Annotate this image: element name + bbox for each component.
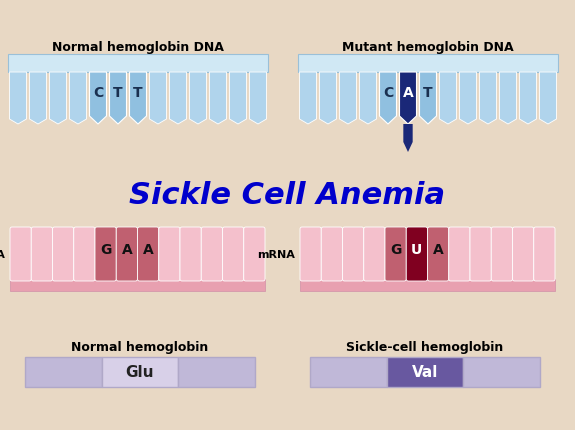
Polygon shape	[300, 73, 316, 125]
FancyBboxPatch shape	[534, 227, 555, 281]
Text: Sickle-cell hemoglobin: Sickle-cell hemoglobin	[346, 341, 504, 354]
Text: U: U	[411, 243, 423, 256]
Polygon shape	[209, 73, 227, 125]
Polygon shape	[439, 73, 457, 125]
Polygon shape	[500, 73, 516, 125]
Polygon shape	[320, 73, 336, 125]
Polygon shape	[403, 125, 413, 153]
FancyBboxPatch shape	[385, 227, 407, 281]
Text: mRNA: mRNA	[0, 249, 5, 259]
Polygon shape	[459, 73, 477, 125]
Text: A: A	[433, 243, 443, 256]
Polygon shape	[519, 73, 536, 125]
Polygon shape	[190, 73, 206, 125]
Polygon shape	[170, 73, 186, 125]
FancyBboxPatch shape	[52, 227, 74, 281]
FancyBboxPatch shape	[364, 227, 385, 281]
FancyBboxPatch shape	[116, 227, 137, 281]
Text: Glu: Glu	[126, 365, 154, 380]
Text: G: G	[100, 243, 112, 256]
Text: Normal hemoglobin: Normal hemoglobin	[71, 341, 209, 354]
FancyBboxPatch shape	[343, 227, 364, 281]
Text: A: A	[143, 243, 154, 256]
Text: T: T	[113, 86, 123, 99]
Polygon shape	[150, 73, 167, 125]
Polygon shape	[380, 73, 397, 125]
Text: Mutant hemoglobin DNA: Mutant hemoglobin DNA	[342, 40, 514, 53]
FancyBboxPatch shape	[159, 227, 180, 281]
Text: Sickle Cell Anemia: Sickle Cell Anemia	[129, 180, 445, 209]
Text: C: C	[383, 86, 393, 99]
FancyBboxPatch shape	[427, 227, 449, 281]
Bar	[178, 357, 255, 387]
Bar	[310, 357, 386, 387]
Polygon shape	[480, 73, 496, 125]
FancyBboxPatch shape	[95, 227, 116, 281]
FancyBboxPatch shape	[244, 227, 265, 281]
FancyBboxPatch shape	[223, 227, 244, 281]
FancyBboxPatch shape	[491, 227, 512, 281]
Polygon shape	[229, 73, 247, 125]
Text: mRNA: mRNA	[257, 249, 295, 259]
FancyBboxPatch shape	[321, 227, 343, 281]
Bar	[102, 357, 178, 387]
Text: G: G	[390, 243, 401, 256]
FancyBboxPatch shape	[470, 227, 491, 281]
Polygon shape	[359, 73, 377, 125]
Polygon shape	[400, 73, 416, 125]
Bar	[10, 280, 265, 291]
Text: Val: Val	[412, 365, 438, 380]
FancyBboxPatch shape	[201, 227, 223, 281]
Text: T: T	[133, 86, 143, 99]
Bar	[8, 55, 268, 73]
FancyBboxPatch shape	[180, 227, 201, 281]
Bar	[298, 55, 558, 73]
FancyBboxPatch shape	[10, 227, 31, 281]
Polygon shape	[109, 73, 126, 125]
Polygon shape	[29, 73, 47, 125]
Polygon shape	[10, 73, 26, 125]
Polygon shape	[339, 73, 356, 125]
FancyBboxPatch shape	[137, 227, 159, 281]
Polygon shape	[539, 73, 557, 125]
Text: C: C	[93, 86, 103, 99]
FancyBboxPatch shape	[512, 227, 534, 281]
Bar	[300, 280, 555, 291]
FancyBboxPatch shape	[448, 227, 470, 281]
FancyBboxPatch shape	[407, 227, 427, 281]
Polygon shape	[420, 73, 436, 125]
Text: A: A	[121, 243, 132, 256]
FancyBboxPatch shape	[74, 227, 95, 281]
Polygon shape	[70, 73, 86, 125]
Text: T: T	[423, 86, 433, 99]
Polygon shape	[250, 73, 266, 125]
Text: Normal hemoglobin DNA: Normal hemoglobin DNA	[52, 40, 224, 53]
Polygon shape	[129, 73, 147, 125]
FancyBboxPatch shape	[31, 227, 52, 281]
FancyBboxPatch shape	[300, 227, 321, 281]
Bar	[386, 357, 463, 387]
Bar	[25, 357, 102, 387]
Polygon shape	[90, 73, 106, 125]
Text: A: A	[402, 86, 413, 99]
Bar	[463, 357, 540, 387]
Polygon shape	[49, 73, 67, 125]
